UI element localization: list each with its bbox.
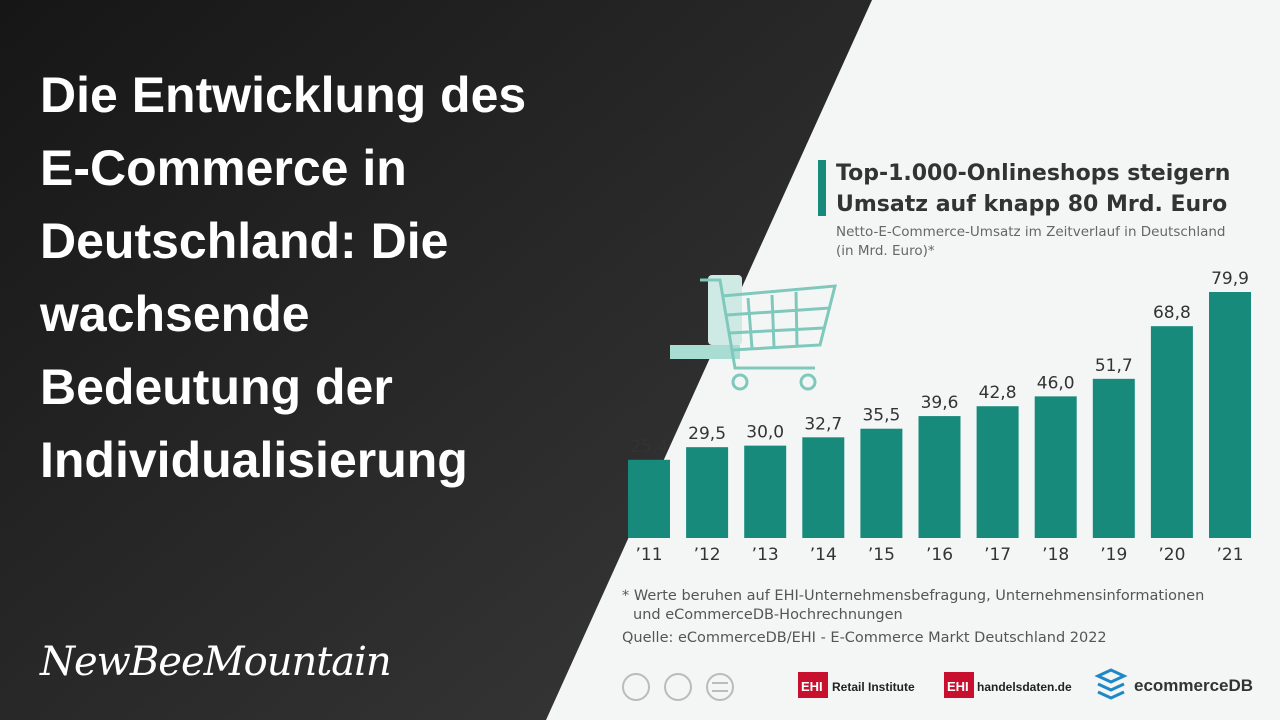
value-label: 25,4 <box>630 437 668 457</box>
bar <box>860 428 903 538</box>
bar <box>1150 326 1193 538</box>
footnote: * Werte beruhen auf EHI-Unternehmensbefr… <box>622 588 1204 604</box>
value-label: 35,5 <box>862 406 900 426</box>
x-tick-label: ’13 <box>752 545 779 565</box>
chart-subtitle: (in Mrd. Euro)* <box>836 243 935 259</box>
bar <box>918 416 961 538</box>
x-tick-label: ’16 <box>926 545 953 565</box>
ehi-logo-box <box>798 672 828 698</box>
chart-title: Umsatz auf knapp 80 Mrd. Euro <box>836 192 1227 217</box>
x-tick-label: ’17 <box>984 545 1011 565</box>
license-icons <box>622 673 734 701</box>
value-label: 32,7 <box>804 414 842 434</box>
logo-text: EHI <box>947 679 969 694</box>
headline-line: Individualisierung <box>40 432 468 488</box>
brand: NewBeeMountain <box>39 639 391 685</box>
headline-line: Bedeutung der <box>40 359 393 415</box>
x-tick-label: ’18 <box>1042 545 1069 565</box>
bar <box>628 459 670 538</box>
value-label: 42,8 <box>979 383 1017 403</box>
bar <box>1034 396 1077 538</box>
ehi-logo-box <box>944 672 974 698</box>
headline-line: wachsende <box>39 286 310 342</box>
logo-text: Retail Institute <box>832 680 915 694</box>
title-accent <box>818 160 826 216</box>
x-tick-label: ’21 <box>1216 545 1243 565</box>
value-label: 39,6 <box>921 393 959 413</box>
bar <box>744 445 787 538</box>
value-label: 51,7 <box>1095 356 1133 376</box>
bar <box>976 406 1019 538</box>
headline-line: Deutschland: Die <box>40 213 448 269</box>
x-tick-label: ’14 <box>810 545 837 565</box>
bar <box>1092 378 1135 538</box>
value-label: 79,9 <box>1211 269 1249 289</box>
value-label: 30,0 <box>746 423 784 443</box>
cart-icon <box>670 275 837 391</box>
headline-line: E-Commerce in <box>40 140 407 196</box>
footnote: und eCommerceDB-Hochrechnungen <box>633 607 903 623</box>
value-label: 29,5 <box>688 424 726 444</box>
x-tick-label: ’15 <box>868 545 895 565</box>
x-tick-label: ’12 <box>694 545 721 565</box>
value-label: 46,0 <box>1037 373 1075 393</box>
x-tick-label: ’19 <box>1100 545 1127 565</box>
chart-title: Top-1.000-Onlineshops steigern <box>836 161 1230 186</box>
logo-text: EHI <box>801 679 823 694</box>
dark-panel <box>0 0 872 720</box>
x-tick-label: ’20 <box>1158 545 1185 565</box>
logo-text: handelsdaten.de <box>977 680 1072 694</box>
bar <box>1209 292 1251 538</box>
x-tick-label: ’11 <box>635 545 662 565</box>
chart-subtitle: Netto-E-Commerce-Umsatz im Zeitverlauf i… <box>836 224 1226 240</box>
logo-text: ecommerceDB <box>1134 676 1253 695</box>
ecommercedb-icon <box>1094 668 1128 700</box>
bar <box>802 437 845 538</box>
headline-line: Die Entwicklung des <box>40 67 526 123</box>
value-label: 68,8 <box>1153 303 1191 323</box>
bar <box>686 447 729 538</box>
source: Quelle: eCommerceDB/EHI - E-Commerce Mar… <box>622 630 1107 646</box>
